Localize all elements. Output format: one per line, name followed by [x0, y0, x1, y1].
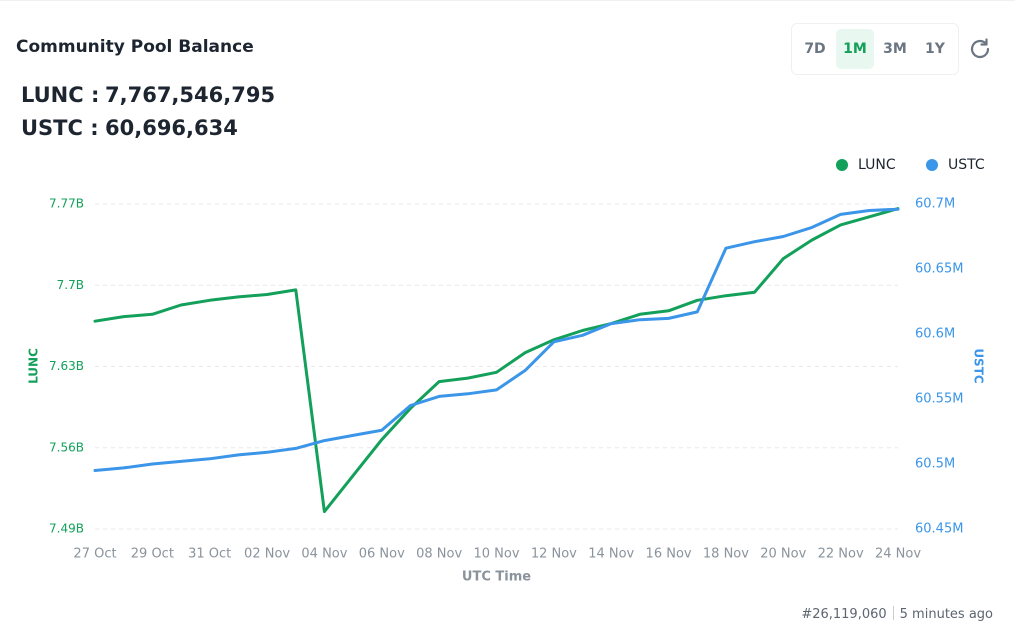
legend-label: LUNC [858, 157, 896, 173]
x-tick-label: 14 Nov [588, 547, 634, 562]
y-tick-label: 7.7B [57, 278, 84, 292]
y-axis-title: LUNC [27, 348, 41, 384]
y2-axis-title: USTC [972, 348, 986, 384]
x-tick-label: 20 Nov [760, 547, 806, 562]
y2-tick-label: 60.45M [915, 522, 963, 537]
block-height: #26,119,060 [801, 607, 887, 622]
x-tick-label: 18 Nov [703, 547, 749, 562]
footer: #26,119,060 5 minutes ago [801, 606, 993, 622]
summary-label: LUNC : [21, 83, 100, 107]
range-button[interactable]: 1M [836, 29, 874, 69]
y2-tick-label: 60.55M [915, 392, 963, 407]
x-tick-label: 04 Nov [301, 547, 347, 562]
legend-swatch [926, 159, 938, 171]
summary-row: LUNC :7,767,546,795 [21, 83, 275, 107]
y-tick-label: 7.56B [49, 440, 84, 454]
y2-tick-label: 60.5M [915, 457, 955, 472]
y2-tick-label: 60.7M [915, 197, 955, 212]
range-button[interactable]: 1Y [925, 41, 945, 57]
chart: 7.49B 7.56B 7.63B 7.7B 7.77B 60.45M 60.5M 60.55… [27, 157, 986, 585]
x-tick-label: 16 Nov [646, 547, 692, 562]
summary-label: USTC : [21, 116, 99, 140]
title: Community Pool Balance [16, 37, 254, 57]
line-series [93, 207, 900, 472]
x-tick-label: 02 Nov [244, 547, 290, 562]
range-selector: 7D 1M 3M 1Y [791, 23, 959, 75]
x-tick-label: 27 Oct [73, 547, 116, 562]
summary-row: USTC :60,696,634 [21, 116, 238, 140]
y2-tick-label: 60.6M [915, 327, 955, 342]
x-axis-title: UTC Time [462, 570, 531, 585]
y2-tick-label: 60.65M [915, 262, 963, 277]
y-tick-label: 7.77B [49, 197, 84, 211]
legend-label: USTC [948, 157, 985, 173]
x-tick-label: 24 Nov [875, 547, 921, 562]
x-tick-label: 31 Oct [188, 547, 231, 562]
y-tick-label: 7.63B [49, 359, 84, 373]
line-series [93, 207, 900, 514]
x-tick-label: 22 Nov [818, 547, 864, 562]
x-tick-label: 29 Oct [131, 547, 174, 562]
y-tick-label: 7.49B [49, 522, 84, 536]
refresh-button[interactable] [968, 37, 992, 61]
range-button[interactable]: 7D [804, 41, 826, 57]
x-tick-label: 06 Nov [359, 547, 405, 562]
x-tick-label: 10 Nov [473, 547, 519, 562]
summary-value: 7,767,546,795 [105, 83, 276, 107]
updated-time: 5 minutes ago [899, 607, 993, 622]
x-tick-label: 08 Nov [416, 547, 462, 562]
range-button[interactable]: 3M [883, 41, 907, 57]
x-tick-label: 12 Nov [531, 547, 577, 562]
legend-swatch [836, 159, 848, 171]
summary-value: 60,696,634 [105, 116, 238, 140]
